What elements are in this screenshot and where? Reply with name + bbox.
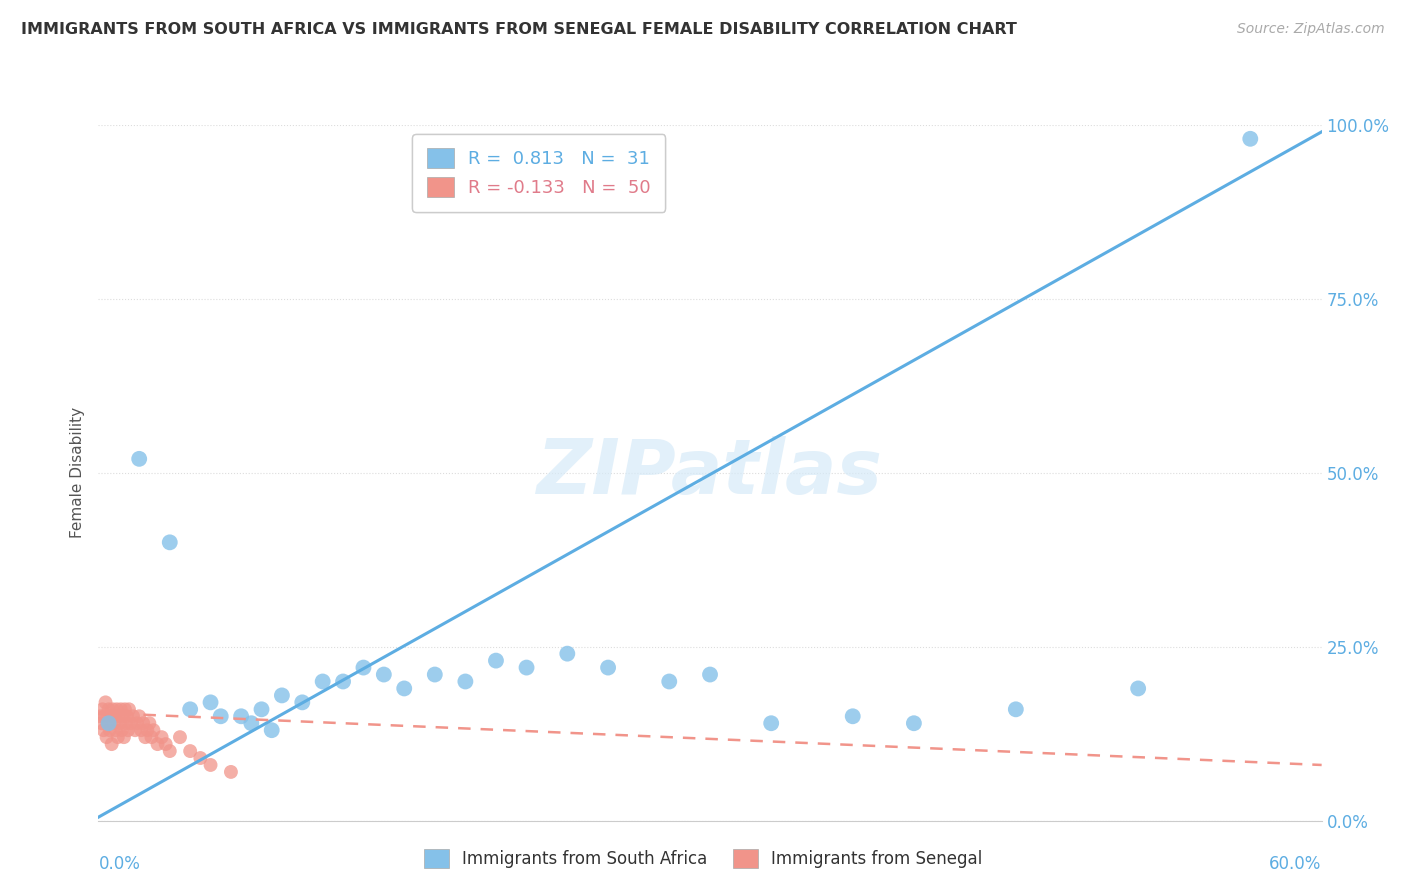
Point xyxy=(392,681,416,696)
Point xyxy=(111,723,134,738)
Point xyxy=(312,674,335,689)
Point xyxy=(1128,681,1150,696)
Point xyxy=(97,716,120,731)
Point xyxy=(103,716,125,731)
Point xyxy=(1239,132,1261,146)
Point xyxy=(118,702,141,716)
Point xyxy=(132,716,155,731)
Point xyxy=(240,716,263,731)
Point xyxy=(108,709,131,723)
Point xyxy=(179,744,201,758)
Point xyxy=(98,723,121,738)
Point xyxy=(159,535,181,549)
Point xyxy=(105,702,128,716)
Point xyxy=(108,716,131,731)
Text: ZIPatlas: ZIPatlas xyxy=(537,436,883,509)
Point xyxy=(134,730,156,744)
Point xyxy=(111,709,134,723)
Point xyxy=(128,709,150,723)
Point xyxy=(138,716,160,731)
Point xyxy=(115,716,138,731)
Point xyxy=(596,660,619,674)
Point xyxy=(759,716,782,731)
Point xyxy=(97,716,120,731)
Point xyxy=(179,702,201,716)
Point xyxy=(142,723,165,738)
Point xyxy=(110,702,132,716)
Point xyxy=(117,723,139,738)
Point xyxy=(127,716,149,731)
Point xyxy=(658,674,681,689)
Point xyxy=(96,730,118,744)
Point xyxy=(89,709,111,723)
Point xyxy=(91,702,114,716)
Point xyxy=(97,702,120,716)
Point xyxy=(332,674,354,689)
Point xyxy=(114,702,136,716)
Point xyxy=(352,660,374,674)
Point xyxy=(101,702,124,716)
Point xyxy=(291,695,314,709)
Point xyxy=(146,737,169,751)
Point xyxy=(107,730,129,744)
Point xyxy=(373,667,395,681)
Point xyxy=(93,709,115,723)
Point xyxy=(93,723,115,738)
Point xyxy=(188,751,212,765)
Point xyxy=(115,709,138,723)
Point xyxy=(454,674,477,689)
Point xyxy=(200,695,222,709)
Point xyxy=(485,654,508,668)
Point xyxy=(159,744,181,758)
Point xyxy=(129,723,152,738)
Point xyxy=(200,758,222,772)
Point xyxy=(1004,702,1026,716)
Text: 60.0%: 60.0% xyxy=(1270,855,1322,873)
Point xyxy=(136,723,159,738)
Point xyxy=(699,667,721,681)
Legend: Immigrants from South Africa, Immigrants from Senegal: Immigrants from South Africa, Immigrants… xyxy=(418,843,988,875)
Point xyxy=(104,709,127,723)
Point xyxy=(219,764,242,779)
Point xyxy=(270,689,294,703)
Point xyxy=(150,730,173,744)
Point xyxy=(90,716,112,731)
Point xyxy=(209,709,232,723)
Point xyxy=(841,709,863,723)
Legend: R =  0.813   N =  31, R = -0.133   N =  50: R = 0.813 N = 31, R = -0.133 N = 50 xyxy=(412,134,665,211)
Point xyxy=(120,716,142,731)
Point xyxy=(260,723,283,738)
Point xyxy=(122,709,145,723)
Point xyxy=(903,716,925,731)
Point xyxy=(250,702,273,716)
Point xyxy=(94,695,117,709)
Point xyxy=(155,737,177,751)
Point xyxy=(100,737,122,751)
Text: IMMIGRANTS FROM SOUTH AFRICA VS IMMIGRANTS FROM SENEGAL FEMALE DISABILITY CORREL: IMMIGRANTS FROM SOUTH AFRICA VS IMMIGRAN… xyxy=(21,22,1017,37)
Point xyxy=(128,451,150,466)
Point xyxy=(112,730,135,744)
Point xyxy=(100,709,122,723)
Text: Source: ZipAtlas.com: Source: ZipAtlas.com xyxy=(1237,22,1385,37)
Point xyxy=(231,709,253,723)
Point xyxy=(423,667,446,681)
Text: 0.0%: 0.0% xyxy=(98,855,141,873)
Point xyxy=(141,730,163,744)
Point xyxy=(516,660,538,674)
Point xyxy=(124,723,146,738)
Point xyxy=(169,730,191,744)
Point xyxy=(104,723,127,738)
Y-axis label: Female Disability: Female Disability xyxy=(69,407,84,539)
Point xyxy=(555,647,579,661)
